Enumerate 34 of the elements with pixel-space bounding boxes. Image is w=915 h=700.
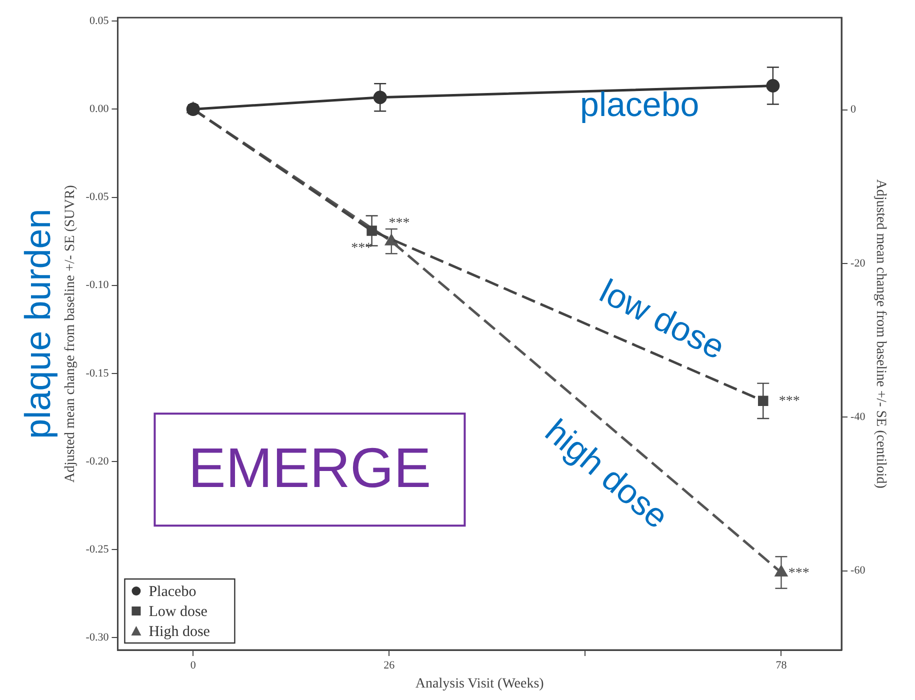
- legend-label: High dose: [148, 624, 210, 640]
- y-axis-title: Adjusted mean change from baseline +/- SE (SUVR): [63, 184, 78, 483]
- x-tick-label: 26: [384, 659, 396, 672]
- y-tick-label: -0.10: [86, 279, 110, 292]
- y2-tick-label: -60: [850, 564, 866, 577]
- point: [766, 79, 780, 93]
- x-axis-title: Analysis Visit (Weeks): [415, 676, 544, 692]
- y2-axis-title: Adjusted mean change from baseline +/- SE (centiloid): [872, 179, 888, 489]
- legend-label: Placebo: [148, 584, 196, 600]
- y-tick-label: -0.20: [86, 455, 110, 468]
- y-tick-label: 0.05: [89, 15, 110, 28]
- y-tick-label: 0.00: [89, 103, 110, 116]
- x-tick-label: 0: [190, 659, 196, 672]
- y2-tick-label: -20: [850, 257, 866, 270]
- annotation: high dose: [538, 412, 676, 536]
- annotation: ***: [388, 216, 410, 231]
- x-tick-label: 78: [776, 659, 788, 672]
- annotation: EMERGE: [188, 436, 432, 500]
- y-tick-label: -0.25: [86, 543, 110, 556]
- annotation: ***: [778, 394, 800, 410]
- point: [373, 90, 387, 104]
- annotation: low dose: [594, 272, 730, 368]
- point: [366, 226, 377, 236]
- y-tick-label: -0.15: [86, 367, 110, 380]
- annotation: ***: [788, 566, 810, 582]
- y-tick-label: -0.30: [86, 632, 110, 644]
- point: [758, 396, 768, 406]
- y-tick-label: -0.05: [86, 191, 110, 204]
- point: [385, 234, 398, 246]
- annotation: placebo: [580, 86, 700, 124]
- y2-tick-label: -40: [850, 411, 866, 424]
- y2-tick-label: 0: [850, 104, 857, 116]
- legend-label: Low dose: [148, 604, 208, 620]
- text: plaque burden: [16, 208, 58, 439]
